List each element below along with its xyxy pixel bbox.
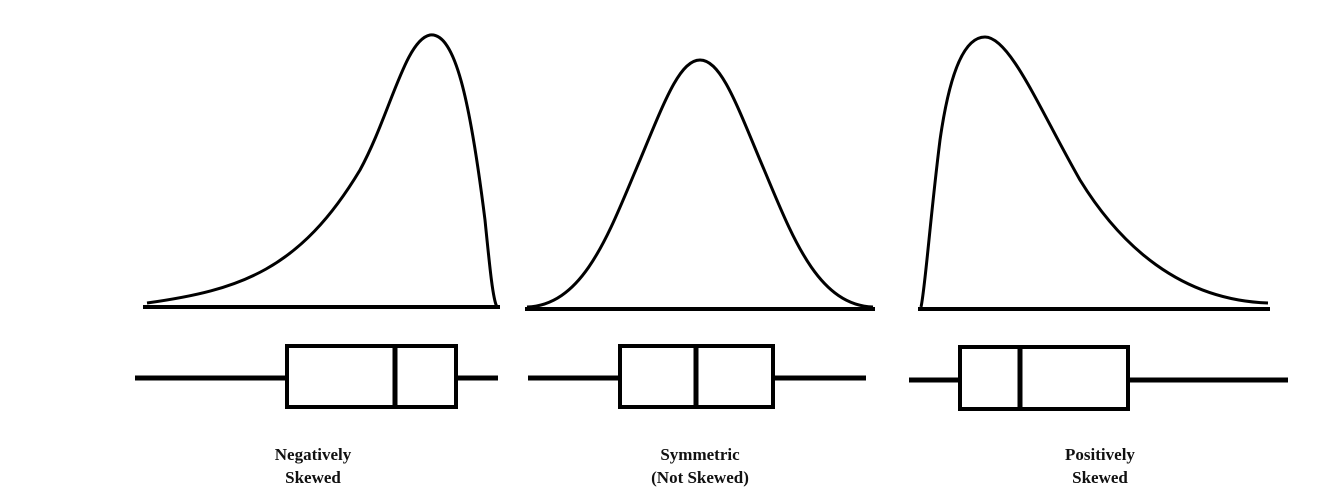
panel-negatively-skewed bbox=[135, 33, 500, 409]
box-positive bbox=[958, 345, 1130, 411]
panel-positively-skewed bbox=[909, 35, 1288, 411]
caption-line: Negatively bbox=[274, 445, 352, 464]
caption-line: Skewed bbox=[285, 468, 341, 487]
caption-symmetric: Symmetric (Not Skewed) bbox=[580, 443, 820, 489]
caption-line: Skewed bbox=[1072, 468, 1128, 487]
panel-symmetric bbox=[525, 58, 875, 409]
caption-line: (Not Skewed) bbox=[651, 468, 749, 487]
density-curve-positive bbox=[919, 35, 1269, 308]
caption-positively-skewed: Positively Skewed bbox=[980, 443, 1220, 489]
density-curve-negative bbox=[146, 33, 499, 308]
box-negative bbox=[285, 344, 458, 409]
caption-line: Positively bbox=[1065, 445, 1135, 464]
caption-line: Symmetric bbox=[660, 445, 740, 464]
density-curve-symmetric bbox=[526, 58, 874, 309]
caption-negatively-skewed: Negatively Skewed bbox=[193, 443, 433, 489]
